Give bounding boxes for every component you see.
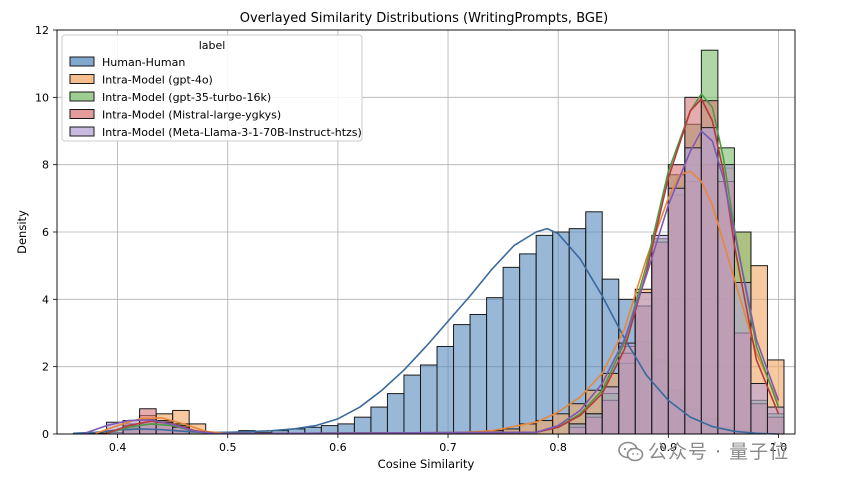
- histogram-bar: [717, 164, 735, 435]
- histogram-bar: [453, 324, 471, 435]
- histogram-bar: [568, 423, 587, 435]
- legend-swatch: [69, 91, 95, 102]
- legend-entry: Intra-Model (Meta-Llama-3-1-70B-Instruct…: [102, 126, 362, 139]
- legend-swatch: [69, 56, 95, 67]
- histogram-bar: [684, 147, 702, 435]
- x-tick-label: 1.0: [770, 441, 788, 454]
- histogram-bar: [750, 383, 768, 435]
- x-axis: 0.4 0.5 0.6 0.7 0.8 0.9 1.0: [109, 434, 787, 454]
- y-axis-label: Density: [15, 210, 29, 254]
- y-tick-label: 6: [42, 226, 49, 239]
- histogram-bar: [469, 313, 488, 435]
- histogram-bar: [353, 416, 372, 435]
- histogram-bar: [419, 364, 438, 435]
- x-tick-label: 0.7: [439, 441, 457, 454]
- watermark-text: 公众号 · 量子位: [648, 441, 790, 463]
- x-tick-label: 0.6: [329, 441, 347, 454]
- histogram-bar: [552, 231, 570, 435]
- legend-box: [61, 34, 363, 142]
- histogram-bar: [436, 345, 455, 435]
- histogram-bar: [700, 127, 719, 435]
- histogram-bar: [403, 374, 421, 435]
- series-4-bars: [106, 127, 785, 435]
- histogram-bar: [766, 406, 785, 435]
- x-tick-label: 0.4: [109, 441, 127, 454]
- wechat-icon: [618, 441, 644, 462]
- y-tick-label: 10: [35, 91, 49, 104]
- histogram-bar: [601, 386, 620, 435]
- legend-title: label: [199, 39, 226, 52]
- y-tick-label: 2: [42, 361, 49, 374]
- histogram-bar: [386, 393, 405, 435]
- y-tick-label: 0: [42, 428, 49, 441]
- y-tick-label: 4: [42, 293, 49, 306]
- histogram-bar: [634, 292, 653, 435]
- y-axis: 0 2 4 6 8 10 12: [35, 24, 57, 441]
- legend-entry: Intra-Model (gpt-35-turbo-16k): [102, 91, 271, 104]
- legend-entry: Human-Human: [102, 56, 185, 69]
- x-tick-label: 0.9: [660, 441, 678, 454]
- histogram-bar: [519, 253, 537, 435]
- x-tick-label: 0.5: [219, 441, 237, 454]
- histogram-bar: [651, 234, 669, 435]
- legend-entry: Intra-Model (gpt-4o): [102, 74, 213, 87]
- y-tick-label: 8: [42, 159, 49, 172]
- kde-curve-2: [106, 93, 780, 435]
- histogram-bar: [502, 266, 521, 435]
- legend: label Human-Human Intra-Model (gpt-4o) Intr…: [61, 34, 363, 142]
- histogram-bar: [667, 187, 686, 435]
- chart-title: Overlayed Similarity Distributions (Writ…: [240, 11, 609, 26]
- legend-swatch: [69, 109, 95, 119]
- kde-curve-1: [95, 170, 780, 435]
- legend-entry: Intra-Model (Mistral-large-ygkys): [102, 109, 281, 122]
- histogram-bar: [370, 406, 388, 435]
- legend-swatch: [69, 74, 95, 84]
- x-axis-label: Cosine Similarity: [378, 457, 475, 471]
- histogram-bar: [486, 297, 504, 435]
- watermark: 公众号 · 量子位: [618, 437, 828, 467]
- x-tick-label: 0.8: [549, 441, 567, 454]
- kde-curves: [73, 93, 780, 435]
- legend-swatch: [69, 126, 95, 137]
- y-tick-label: 12: [35, 24, 49, 37]
- histogram-bar: [585, 413, 603, 435]
- histogram-bar: [535, 234, 554, 435]
- kde-curve-4: [84, 130, 780, 435]
